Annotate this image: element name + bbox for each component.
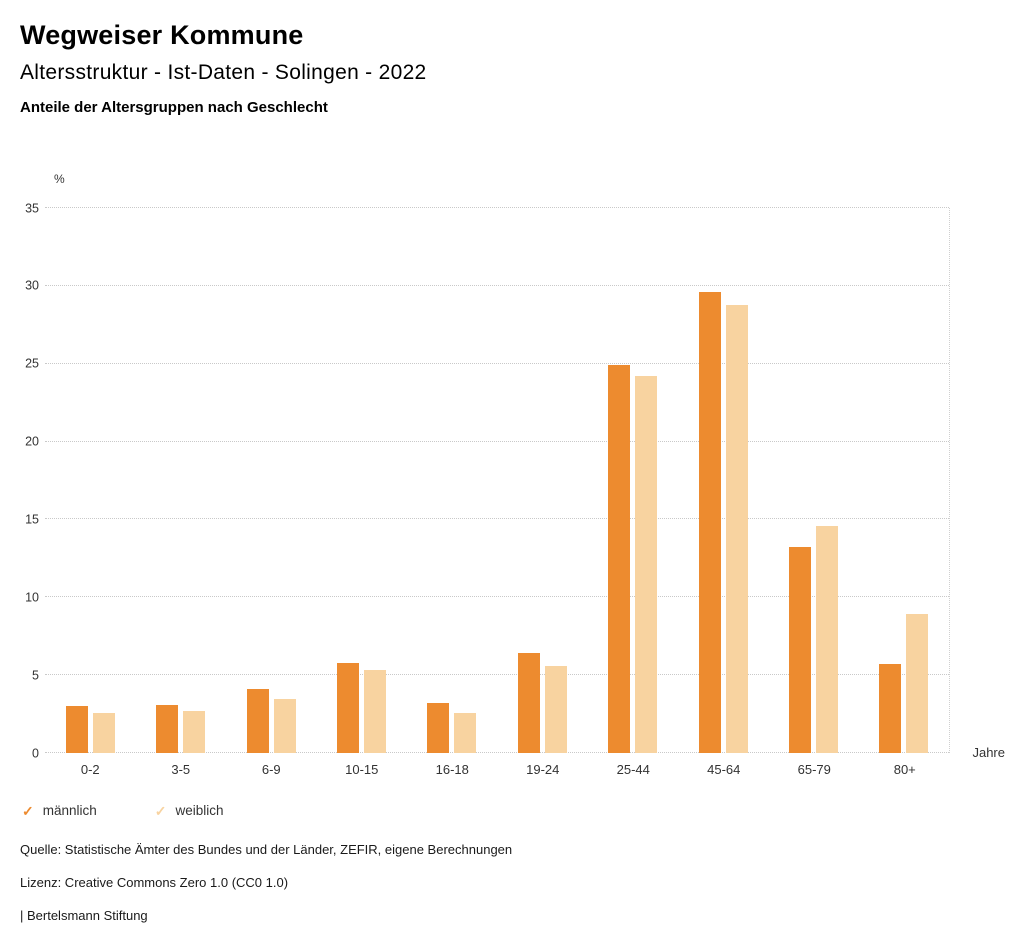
- gridline: [45, 596, 949, 598]
- chart-heading: Anteile der Altersgruppen nach Geschlech…: [20, 99, 328, 116]
- x-tick-label: 45-64: [707, 762, 741, 777]
- x-tick-label: 65-79: [797, 762, 831, 777]
- attribution-text: | Bertelsmann Stiftung: [20, 908, 148, 923]
- legend-label: weiblich: [175, 803, 224, 818]
- bar-männlich-10-15[interactable]: [336, 662, 359, 753]
- bar-group: [316, 208, 406, 753]
- bar-weiblich-0-2[interactable]: [92, 712, 115, 753]
- y-tick-label: 20: [25, 434, 39, 449]
- gridline: [45, 440, 949, 442]
- bar-männlich-65-79[interactable]: [788, 547, 811, 753]
- footer: Quelle: Statistische Ämter des Bundes un…: [20, 842, 1004, 923]
- y-tick-label: 25: [25, 356, 39, 371]
- bar-männlich-80+[interactable]: [879, 664, 902, 753]
- x-tick-label: 10-15: [345, 762, 379, 777]
- page-subtitle: Altersstruktur - Ist-Daten - Solingen - …: [20, 61, 427, 84]
- x-tick-label: 6-9: [261, 762, 281, 777]
- bar-männlich-0-2[interactable]: [65, 706, 88, 753]
- y-tick-label: 5: [32, 667, 39, 682]
- x-tick-label: 80+: [893, 762, 916, 777]
- x-tick-label: 25-44: [616, 762, 650, 777]
- bar-weiblich-65-79[interactable]: [815, 525, 838, 753]
- bar-weiblich-25-44[interactable]: [635, 376, 658, 753]
- bar-group: [678, 208, 768, 753]
- checkmark-icon: ✓: [154, 802, 167, 819]
- page-title: Wegweiser Kommune: [20, 20, 304, 50]
- bar-group: [45, 208, 135, 753]
- bar-group: [497, 208, 587, 753]
- license-text: Lizenz: Creative Commons Zero 1.0 (CC0 1…: [20, 875, 289, 890]
- source-text: Quelle: Statistische Ämter des Bundes un…: [20, 842, 513, 857]
- chart-legend: ✓ männlich ✓ weiblich: [22, 803, 1004, 818]
- bar-männlich-6-9[interactable]: [246, 689, 269, 753]
- y-tick-label: 30: [25, 278, 39, 293]
- bar-groups: [45, 208, 949, 753]
- bar-group: [768, 208, 858, 753]
- bar-weiblich-6-9[interactable]: [273, 698, 296, 753]
- y-axis-unit-label: %: [54, 172, 65, 186]
- chart: % Jahre 0 5 10 15 20 25 30 35 0-2 3-5 6-9 10-15 16-…: [20, 146, 1005, 777]
- bar-männlich-16-18[interactable]: [427, 703, 450, 753]
- y-tick-label: 10: [25, 590, 39, 605]
- bar-männlich-45-64[interactable]: [698, 292, 721, 753]
- plot-area: Jahre 0 5 10 15 20 25 30 35: [25, 202, 1005, 760]
- bar-weiblich-45-64[interactable]: [725, 304, 748, 753]
- y-tick-label: 15: [25, 512, 39, 527]
- gridline: [45, 362, 949, 364]
- y-tick-label: 35: [25, 200, 39, 215]
- x-axis-unit-label: Jahre: [972, 745, 1005, 760]
- x-tick-label: 3-5: [171, 762, 191, 777]
- bar-weiblich-80+[interactable]: [906, 614, 929, 753]
- bar-männlich-3-5[interactable]: [156, 704, 179, 753]
- gridline: [45, 674, 949, 676]
- y-tick-label: 0: [32, 745, 39, 760]
- bar-männlich-19-24[interactable]: [517, 653, 540, 753]
- gridline: [45, 207, 949, 208]
- bar-männlich-25-44[interactable]: [608, 365, 631, 753]
- legend-label: männlich: [42, 803, 97, 818]
- checkmark-icon: ✓: [22, 802, 34, 819]
- gridline: [45, 518, 949, 520]
- x-tick-label: 0-2: [80, 762, 100, 777]
- bar-weiblich-16-18[interactable]: [454, 712, 477, 753]
- legend-item-weiblich[interactable]: ✓ weiblich: [155, 803, 224, 818]
- bar-group: [407, 208, 497, 753]
- gridline: [45, 752, 949, 753]
- gridline: [45, 284, 949, 286]
- bar-group: [226, 208, 316, 753]
- bar-group: [135, 208, 225, 753]
- bar-group: [587, 208, 677, 753]
- x-axis-tick-labels: 0-2 3-5 6-9 10-15 16-18 19-24 25-44 45-64 65-79 8…: [45, 762, 950, 777]
- x-tick-label: 16-18: [435, 762, 469, 777]
- legend-item-männlich[interactable]: ✓ männlich: [22, 803, 97, 818]
- bar-weiblich-3-5[interactable]: [183, 710, 206, 753]
- bar-weiblich-19-24[interactable]: [544, 665, 567, 753]
- bar-group: [859, 208, 949, 753]
- bar-weiblich-10-15[interactable]: [363, 670, 386, 753]
- x-tick-label: 19-24: [526, 762, 560, 777]
